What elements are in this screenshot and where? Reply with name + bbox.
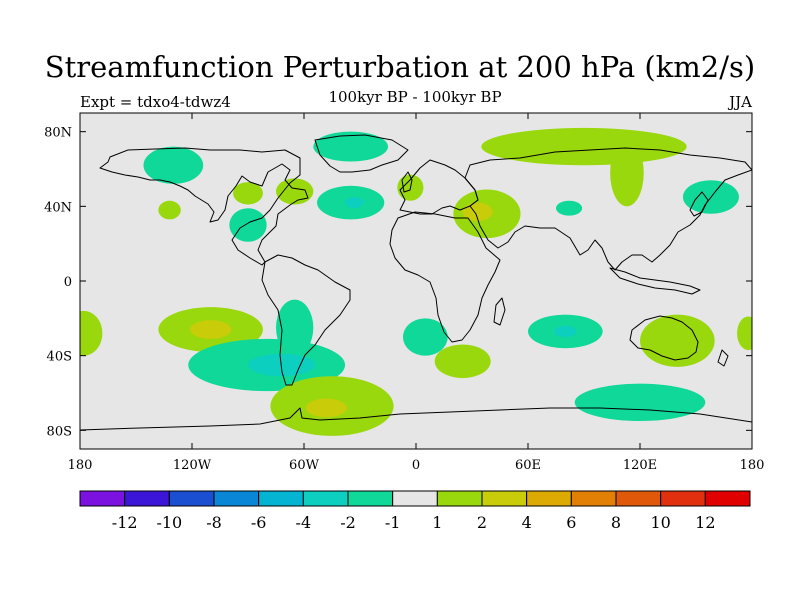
colorbar-label: 6 (566, 513, 576, 532)
contour-region-27 (554, 325, 577, 337)
coastline-new-zealand (717, 349, 729, 367)
y-tick-label: 0 (64, 275, 72, 290)
colorbar-label: -4 (296, 513, 312, 532)
colorbar-label: 4 (522, 513, 532, 532)
contour-region-10 (462, 202, 493, 222)
colorbar-box (347, 490, 394, 507)
colorbar-box (660, 490, 706, 507)
chart-title: Streamfunction Perturbation at 200 hPa (… (44, 50, 756, 84)
colorbar-label: 2 (477, 513, 487, 532)
coastline-japan (689, 191, 709, 217)
colorbar-box (168, 490, 215, 507)
x-tick-label: 60E (515, 458, 541, 473)
colorbar-box (392, 490, 438, 507)
colorbar-box (704, 490, 751, 507)
contour-region-11 (481, 127, 687, 166)
x-tick-label: 60W (289, 458, 320, 473)
coastline-asia (464, 147, 752, 271)
coastline-madagascar (493, 297, 506, 326)
colorbar-label: 1 (432, 513, 442, 532)
contour-region-15 (80, 310, 103, 356)
colorbar-label: 10 (650, 513, 670, 532)
contour-region-23 (305, 398, 347, 418)
coastline-australia (629, 315, 699, 361)
experiment-label: Expt = tdxo4-tdwz4 (80, 93, 231, 111)
coastline-antarctica (80, 407, 752, 431)
colorbar-label: -6 (251, 513, 267, 532)
contour-region-0 (143, 146, 204, 184)
colorbar-label: -12 (112, 513, 138, 532)
y-tick-label: 40N (44, 200, 72, 215)
colorbar-box (570, 490, 617, 507)
x-tick-label: 180 (68, 458, 93, 473)
contour-region-20 (276, 299, 314, 356)
contour-region-4 (229, 208, 267, 242)
contour-region-25 (434, 344, 491, 379)
colorbar-box (213, 490, 260, 507)
chart-subtitle: 100kyr BP - 100kyr BP (328, 88, 502, 106)
x-tick-label: 120E (623, 458, 657, 473)
coastline-uk (401, 171, 413, 193)
colorbar-label: -10 (156, 513, 182, 532)
colorbar-box (481, 490, 528, 507)
contour-region-16 (737, 316, 752, 351)
y-tick-label: 80N (44, 126, 72, 141)
contour-region-7 (313, 131, 388, 162)
contour-region-13 (556, 200, 583, 216)
x-tick-label: 120W (173, 458, 212, 473)
coastline-indonesia (609, 267, 701, 295)
season-label: JJA (729, 93, 752, 111)
colorbar-box (79, 490, 126, 507)
colorbar-label: -2 (340, 513, 356, 532)
colorbar-label: 12 (695, 513, 715, 532)
contour-region-1 (233, 182, 263, 205)
coastline-greenland (314, 134, 409, 173)
colorbar-label: -8 (206, 513, 222, 532)
contour-region-6 (345, 197, 364, 209)
x-tick-label: 180 (740, 458, 765, 473)
colorbar-box (615, 490, 662, 507)
contour-region-24 (402, 318, 448, 356)
coastline-north-america (99, 147, 309, 266)
contour-region-28 (640, 314, 715, 367)
colorbar-box (258, 490, 304, 507)
coastline-africa (389, 211, 501, 343)
contour-region-18 (190, 320, 232, 339)
contour-region-3 (158, 200, 181, 220)
contour-region-12 (610, 139, 644, 207)
x-tick-label: 0 (412, 458, 420, 473)
y-tick-label: 80S (47, 424, 72, 439)
coastline-south-america (261, 254, 351, 386)
y-tick-label: 40S (47, 350, 72, 365)
colorbar-box (436, 490, 483, 507)
colorbar-box (302, 490, 349, 507)
colorbar-box (124, 490, 170, 507)
contour-region-29 (574, 383, 706, 422)
colorbar-box (526, 490, 572, 507)
contour-region-2 (276, 178, 314, 205)
colorbar-label: -1 (385, 513, 401, 532)
colorbar-label: 8 (611, 513, 621, 532)
